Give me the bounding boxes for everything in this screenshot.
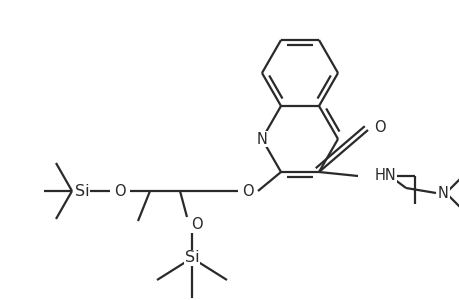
Text: N: N <box>437 185 448 200</box>
Text: O: O <box>191 218 202 232</box>
Text: HN: HN <box>374 169 396 184</box>
Text: O: O <box>241 184 253 199</box>
Text: Si: Si <box>74 184 89 199</box>
Text: O: O <box>373 121 385 136</box>
Text: N: N <box>256 131 267 146</box>
Text: O: O <box>114 184 126 199</box>
Text: Si: Si <box>184 250 199 266</box>
